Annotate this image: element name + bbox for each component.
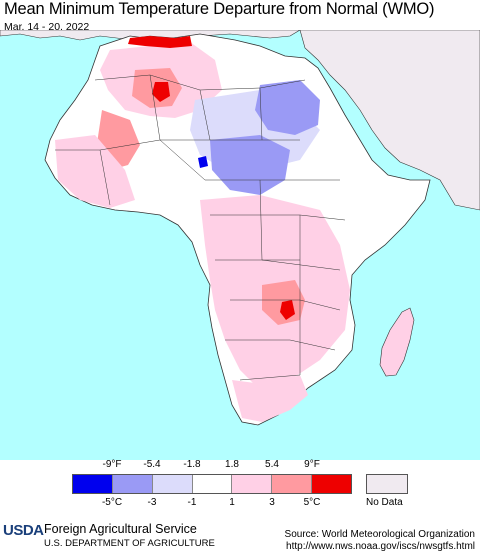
footer: USDA Foreign Agricultural Service U.S. D… xyxy=(0,515,480,555)
anomaly-hot-north xyxy=(152,82,170,102)
legend-swatch-4 xyxy=(192,475,233,493)
anomaly-hot-coast xyxy=(128,36,192,48)
legend-swatch-3 xyxy=(152,475,193,493)
madagascar xyxy=(379,307,415,377)
legend-f-label-4: 1.8 xyxy=(225,459,239,470)
legend-swatch-2 xyxy=(112,475,153,493)
map-title: Mean Minimum Temperature Departure from … xyxy=(4,0,435,18)
legend-swatch-6 xyxy=(272,475,313,493)
legend-f-label-3: -1.8 xyxy=(183,459,201,470)
anomaly-pink-south xyxy=(232,375,308,422)
country-borders xyxy=(55,74,346,381)
legend-color-bar xyxy=(72,474,352,494)
anomaly-lightpink-west xyxy=(55,135,135,208)
legend-c-label-6: 5°C xyxy=(303,497,321,508)
middle-east-landmass xyxy=(299,30,480,211)
legend-c-label-4: 1 xyxy=(229,497,235,508)
legend-f-label-1: -9°F xyxy=(102,459,122,470)
legend-swatch-1 xyxy=(73,475,113,493)
anomaly-darkblue-spot xyxy=(198,156,208,168)
legend-f-label-5: 5.4 xyxy=(265,459,279,470)
legend-swatch-7 xyxy=(312,475,352,493)
anomaly-hot-zambia xyxy=(280,300,295,320)
legend-no-data-swatch xyxy=(366,474,408,494)
legend-f-label-2: -5.4 xyxy=(143,459,161,470)
department-name: U.S. DEPARTMENT OF AGRICULTURE xyxy=(44,538,215,549)
africa-map xyxy=(0,30,480,460)
legend-no-data-label: No Data xyxy=(366,497,403,508)
legend-c-label-5: 3 xyxy=(269,497,275,508)
legend-c-label-3: -1 xyxy=(187,497,197,508)
legend-c-label-2: -3 xyxy=(147,497,157,508)
agency-name: Foreign Agricultural Service xyxy=(44,522,197,536)
data-source: Source: World Meteorological Organizatio… xyxy=(284,529,475,540)
source-url[interactable]: http://www.nws.noaa.gov/iscs/nwsgtfs.htm… xyxy=(286,541,475,552)
legend-f-label-6: 9°F xyxy=(304,459,320,470)
legend-c-label-1: -5°C xyxy=(101,497,123,508)
usda-logo: USDA xyxy=(3,522,44,539)
legend-swatch-5 xyxy=(232,475,273,493)
anomaly-blue-egypt xyxy=(255,80,320,135)
